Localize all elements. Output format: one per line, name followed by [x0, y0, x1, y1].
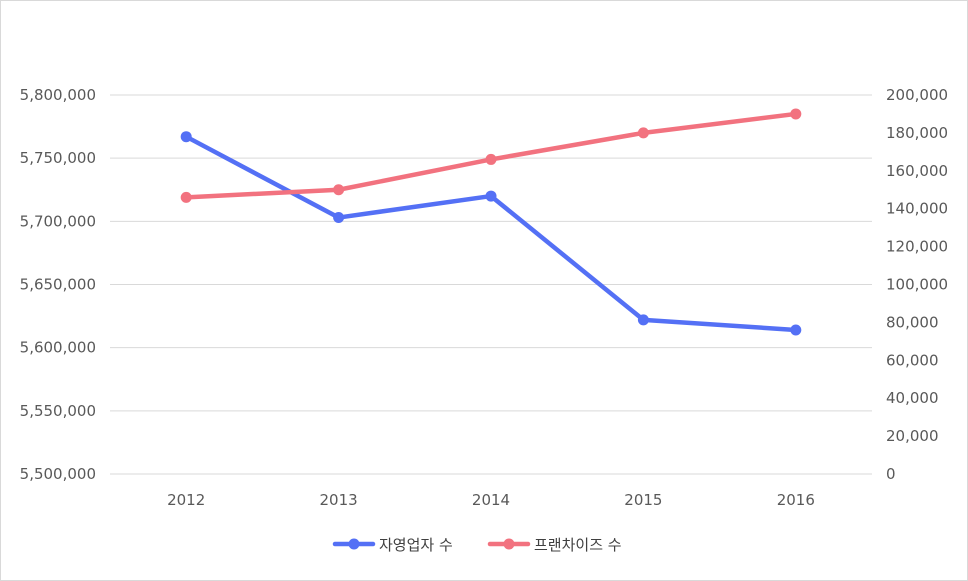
left-tick-label: 5,650,000 [20, 276, 96, 294]
legend: 자영업자 수 프랜차이즈 수 [332, 536, 622, 554]
left-tick-label: 5,700,000 [20, 212, 96, 230]
right-tick-label: 80,000 [886, 313, 939, 331]
x-tick-label: 2015 [624, 491, 662, 509]
data-point [333, 184, 345, 196]
data-point [637, 314, 649, 326]
left-tick-label: 5,600,000 [20, 339, 96, 357]
left-tick-label: 5,500,000 [20, 465, 96, 483]
data-point [790, 324, 802, 336]
right-tick-label: 40,000 [886, 389, 939, 407]
series-line-0 [183, 134, 799, 333]
data-point [637, 127, 649, 139]
legend-label: 프랜차이즈 수 [534, 536, 622, 554]
x-tick-label: 2012 [167, 491, 205, 509]
left-axis-ticks: 5,500,000 5,550,000 5,600,000 5,650,000 5,70… [20, 86, 96, 483]
data-point [180, 131, 192, 143]
right-tick-label: 200,000 [886, 86, 948, 104]
right-tick-label: 60,000 [886, 351, 939, 369]
right-tick-label: 140,000 [886, 200, 948, 218]
left-tick-label: 5,750,000 [20, 149, 96, 167]
series-lines [180, 108, 802, 336]
legend-swatch-marker [503, 538, 515, 550]
right-tick-label: 180,000 [886, 124, 948, 142]
left-tick-label: 5,800,000 [20, 86, 96, 104]
right-tick-label: 0 [886, 465, 896, 483]
data-point [333, 212, 345, 224]
right-tick-label: 100,000 [886, 276, 948, 294]
left-tick-label: 5,550,000 [20, 402, 96, 420]
x-axis-ticks: 2012 2013 2014 2015 2016 [167, 491, 815, 509]
data-point [790, 108, 802, 120]
legend-label: 자영업자 수 [379, 536, 453, 554]
gridlines [110, 94, 872, 475]
data-point [485, 153, 497, 165]
data-point [485, 190, 497, 202]
right-tick-label: 120,000 [886, 238, 948, 256]
right-tick-label: 160,000 [886, 162, 948, 180]
legend-swatch-marker [348, 538, 360, 550]
x-tick-label: 2013 [320, 491, 358, 509]
right-axis-ticks: 0 20,000 40,000 60,000 80,000 100,000 120,000 1… [886, 86, 948, 483]
x-tick-label: 2016 [777, 491, 815, 509]
data-point [180, 191, 192, 203]
right-tick-label: 20,000 [886, 427, 939, 445]
x-tick-label: 2014 [472, 491, 510, 509]
